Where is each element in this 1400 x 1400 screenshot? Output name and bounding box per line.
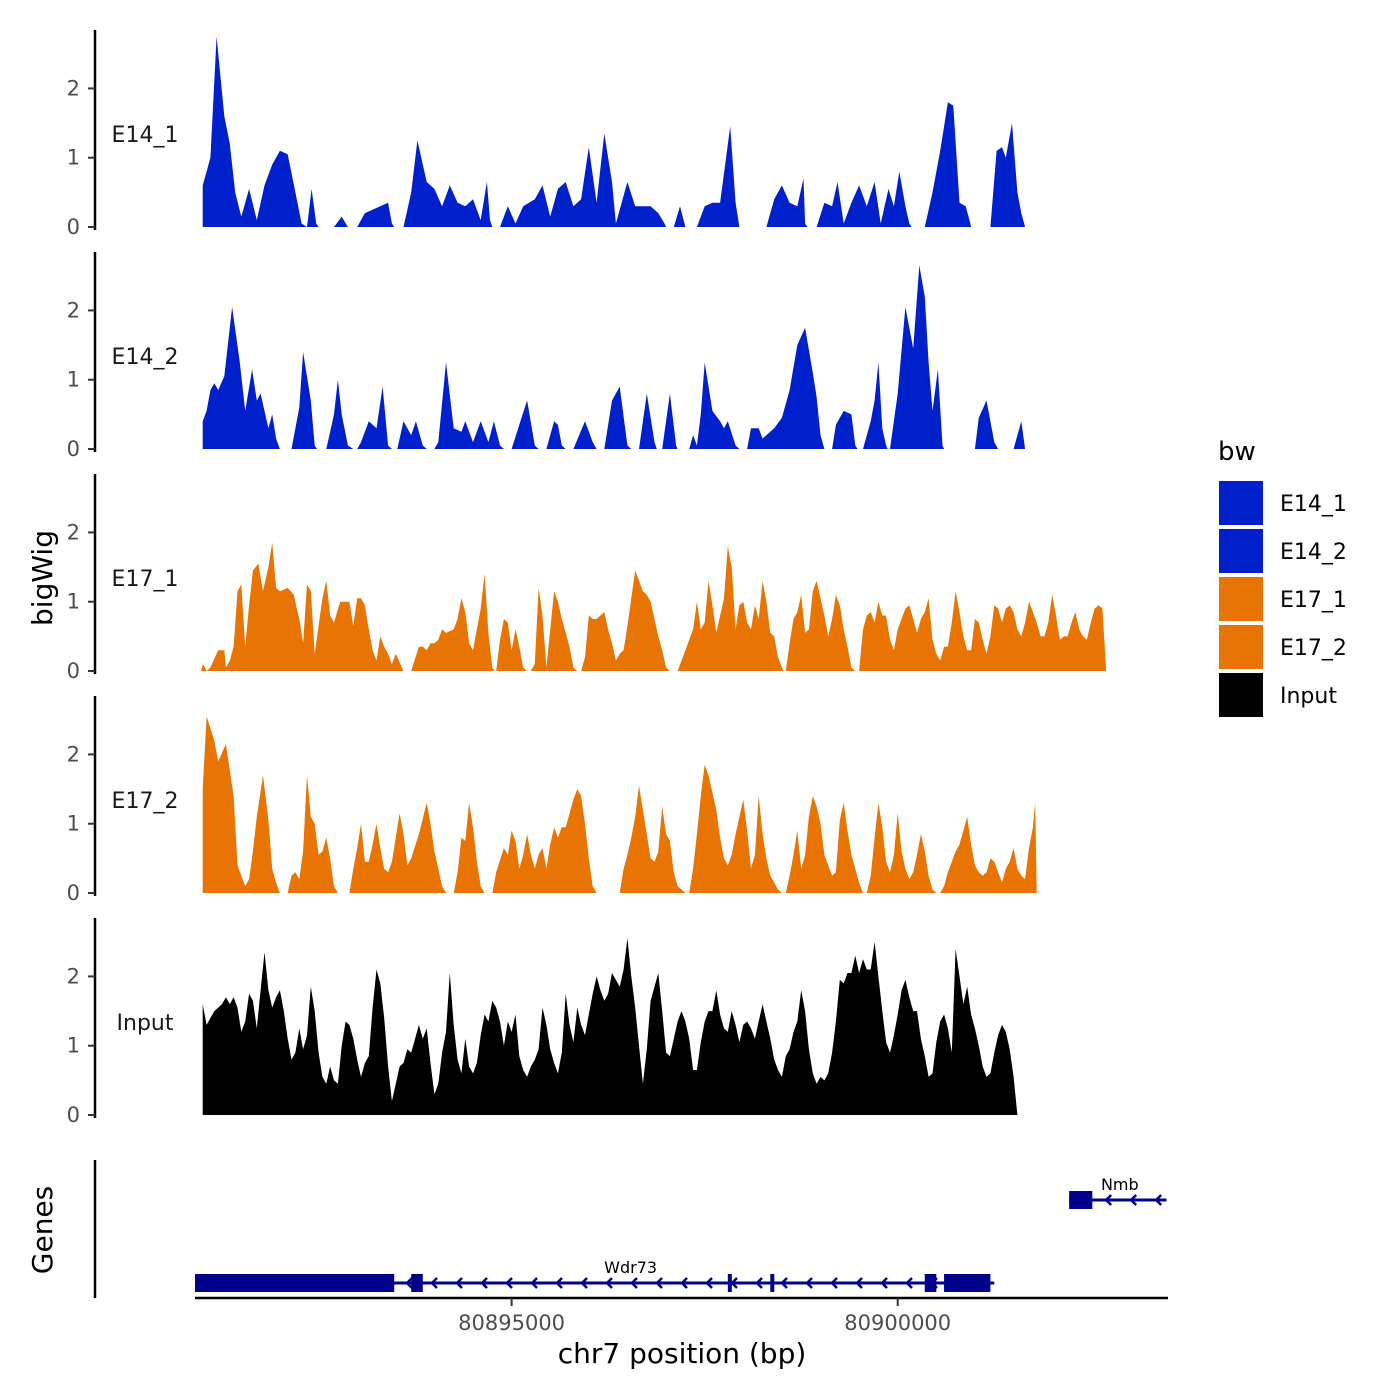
- track-label: E17_2: [112, 789, 179, 814]
- strand-arrow: [480, 1277, 488, 1289]
- legend-label: E14_2: [1280, 540, 1347, 565]
- legend-swatch: [1219, 625, 1263, 669]
- y-tick-label: 2: [67, 964, 80, 988]
- y-tick-label: 1: [67, 368, 80, 392]
- strand-arrow: [455, 1277, 463, 1289]
- legend-title: bw: [1218, 437, 1256, 467]
- y-tick-label: 1: [67, 590, 80, 614]
- strand-arrow: [905, 1277, 913, 1289]
- tracks-layer: 0 1 2 E14_1 0 1 2 E14_2 0 1 2 E17_1 0 1 2 E17_2 0 1 2 Input: [67, 30, 1107, 1127]
- track-label: E14_1: [112, 123, 179, 148]
- y-tick-label: 1: [67, 812, 80, 836]
- strand-arrow: [780, 1277, 788, 1289]
- legend-swatch: [1219, 577, 1263, 621]
- strand-arrow: [830, 1277, 838, 1289]
- exon: [944, 1274, 991, 1292]
- exon: [770, 1274, 775, 1292]
- y-axis-title: bigWig: [26, 530, 59, 626]
- track-E14_2: 0 1 2 E14_2: [67, 252, 1026, 461]
- coverage-area-E14_2: [202, 265, 1026, 449]
- legend-item-E14_1: E14_1: [1219, 481, 1347, 525]
- coverage-area-E17_2: [202, 716, 1037, 893]
- strand-arrow: [1129, 1194, 1138, 1206]
- y-tick-label: 1: [67, 1034, 80, 1058]
- y-tick-label: 0: [67, 881, 80, 905]
- strand-arrow: [680, 1277, 688, 1289]
- x-axis: 80895000 80900000: [195, 1296, 1168, 1335]
- strand-arrow: [880, 1277, 888, 1289]
- gene-label: Nmb: [1101, 1175, 1139, 1194]
- exon: [195, 1274, 395, 1292]
- exon: [727, 1274, 732, 1292]
- y-tick-label: 0: [67, 437, 80, 461]
- legend-item-E17_1: E17_1: [1219, 577, 1347, 621]
- track-Input: 0 1 2 Input: [67, 918, 1018, 1127]
- gene-Wdr73: Wdr73: [195, 1258, 995, 1292]
- track-E17_2: 0 1 2 E17_2: [67, 696, 1037, 905]
- strand-arrow: [430, 1277, 438, 1289]
- genes-track: Nmb Wdr73: [93, 1160, 1167, 1298]
- y-tick-label: 2: [67, 298, 80, 322]
- track-E17_1: 0 1 2 E17_1: [67, 474, 1107, 683]
- track-E14_1: 0 1 2 E14_1: [67, 30, 1026, 239]
- legend-entries: E14_1 E14_2 E17_1 E17_2 Input: [1219, 481, 1347, 717]
- legend-item-E14_2: E14_2: [1219, 529, 1347, 573]
- track-label: Input: [117, 1011, 174, 1036]
- x-axis-title: chr7 position (bp): [558, 1337, 807, 1370]
- y-tick-label: 2: [67, 742, 80, 766]
- y-tick-label: 1: [67, 146, 80, 170]
- y-tick-label: 2: [67, 76, 80, 100]
- strand-arrow: [1104, 1194, 1113, 1206]
- track-label: E14_2: [112, 345, 179, 370]
- legend-item-E17_2: E17_2: [1219, 625, 1347, 669]
- track-label: E17_1: [112, 567, 179, 592]
- strand-arrow: [605, 1277, 613, 1289]
- strand-arrow: [630, 1277, 638, 1289]
- strand-arrow: [505, 1277, 513, 1289]
- legend-label: E14_1: [1280, 492, 1347, 517]
- legend-swatch: [1219, 529, 1263, 573]
- strand-arrow: [705, 1277, 713, 1289]
- legend: bw E14_1 E14_2 E17_1 E17_2 Input: [1218, 437, 1347, 717]
- exon: [924, 1274, 937, 1292]
- y-tick-label: 0: [67, 1103, 80, 1127]
- strand-arrow: [730, 1277, 738, 1289]
- genes-axis-title: Genes: [26, 1186, 59, 1274]
- strand-arrow: [555, 1277, 563, 1289]
- coverage-area-Input: [202, 938, 1018, 1115]
- exon: [411, 1274, 423, 1292]
- legend-swatch: [1219, 481, 1263, 525]
- y-tick-label: 0: [67, 659, 80, 683]
- gene-label: Wdr73: [604, 1258, 657, 1277]
- strand-arrow: [530, 1277, 538, 1289]
- gene-Nmb: Nmb: [1069, 1175, 1167, 1209]
- legend-label: E17_2: [1280, 636, 1347, 661]
- y-tick-label: 0: [67, 215, 80, 239]
- coverage-area-E14_1: [202, 36, 1026, 227]
- legend-item-Input: Input: [1219, 673, 1337, 717]
- x-tick-label: 80895000: [458, 1311, 565, 1335]
- legend-swatch: [1219, 673, 1263, 717]
- exon: [1069, 1191, 1093, 1209]
- strand-arrow: [755, 1277, 763, 1289]
- strand-arrow: [855, 1277, 863, 1289]
- strand-arrow: [805, 1277, 813, 1289]
- strand-arrow: [580, 1277, 588, 1289]
- legend-label: Input: [1280, 684, 1337, 709]
- legend-label: E17_1: [1280, 588, 1347, 613]
- x-tick-label: 80900000: [844, 1311, 951, 1335]
- strand-arrow: [405, 1277, 413, 1289]
- coverage-area-E17_1: [201, 542, 1107, 671]
- y-tick-label: 2: [67, 520, 80, 544]
- strand-arrow: [1154, 1194, 1163, 1206]
- strand-arrow: [655, 1277, 663, 1289]
